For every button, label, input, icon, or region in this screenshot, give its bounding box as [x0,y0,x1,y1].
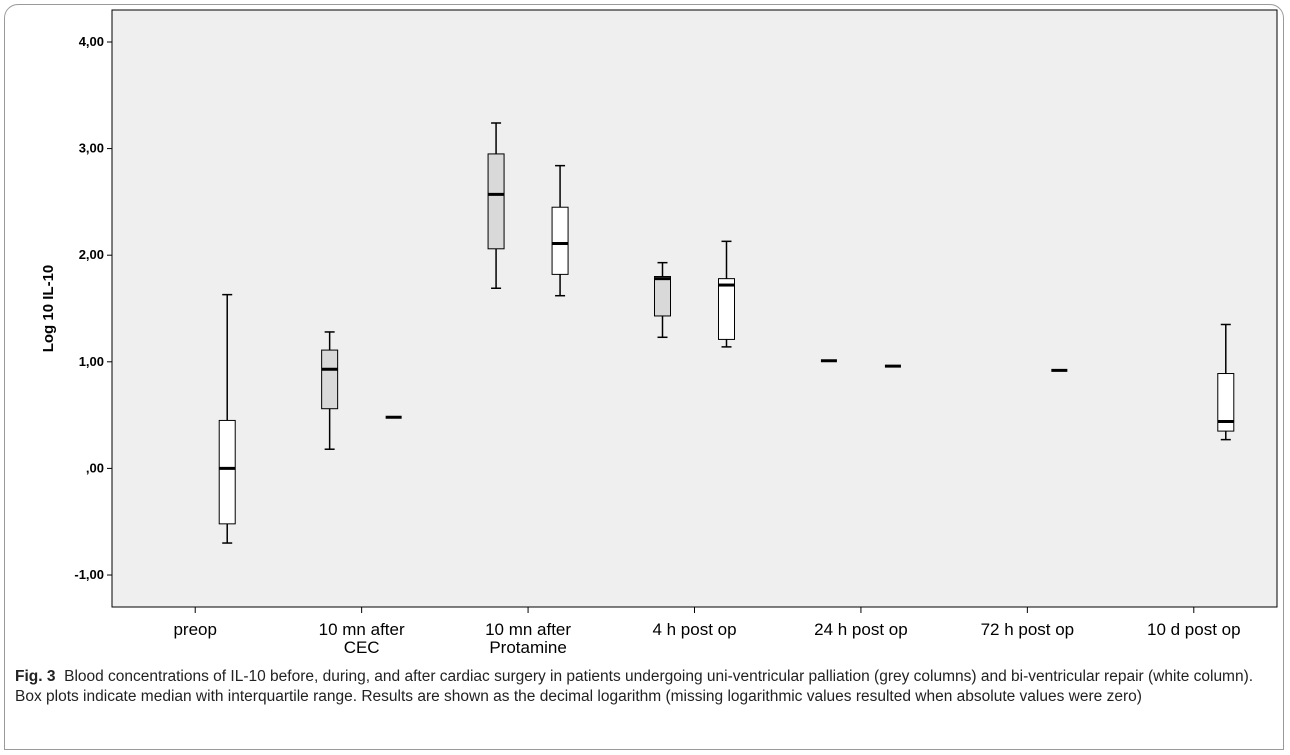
y-tick-label: ,00 [86,460,104,475]
x-tick-label: 10 mn after [485,620,571,639]
x-tick-label: CEC [344,638,380,657]
x-tick-label: 10 mn after [319,620,405,639]
caption-text: Blood concentrations of IL-10 before, du… [15,668,1254,705]
box-iqr [218,419,236,525]
y-tick-label: 2,00 [79,247,104,262]
x-tick-label: preop [173,620,216,639]
box-iqr [487,153,505,250]
figure-caption: Fig. 3 Blood concentrations of IL-10 bef… [15,667,1275,707]
box-iqr [321,349,339,410]
figure-frame: 4,00 3,00 2,00 1,00 ,00 -1,00 Log 10 IL-10 preo… [4,4,1284,750]
x-tick-label: 4 h post op [652,620,736,639]
y-tick-label: 3,00 [79,141,104,156]
box-iqr [1217,373,1235,432]
caption-label: Fig. 3 [15,668,56,685]
x-tick-label: 24 h post op [814,620,908,639]
x-tick-label: 72 h post op [981,620,1075,639]
y-axis-title: Log 10 IL-10 [40,265,57,353]
box-iqr [551,206,569,275]
y-tick-label: 1,00 [79,354,104,369]
x-tick-label: Protamine [489,638,566,657]
y-tick-label: 4,00 [79,34,104,49]
plot-area [111,9,1278,608]
box-plot-chart: 4,00 3,00 2,00 1,00 ,00 -1,00 Log 10 IL-10 preo… [40,9,1278,657]
box-iqr [654,276,671,317]
y-tick-label: -1,00 [74,567,104,582]
box-iqr [718,278,735,340]
x-tick-label: 10 d post op [1147,620,1241,639]
